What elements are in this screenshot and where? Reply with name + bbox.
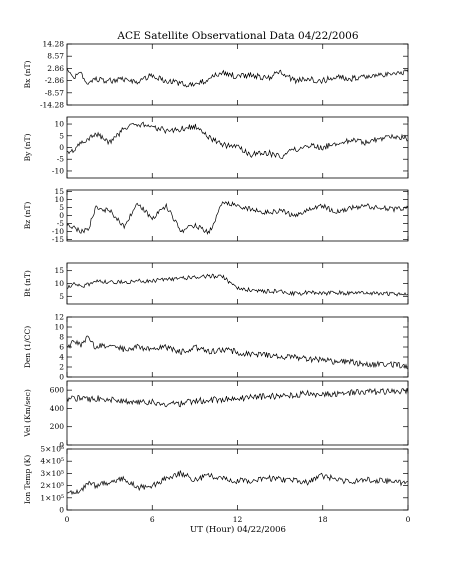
x-tick-label: 6 <box>150 515 155 524</box>
panel-frame <box>66 380 409 446</box>
y-tick-label: 6 <box>59 343 64 352</box>
y-tick-label: 0 <box>59 441 64 450</box>
y-tick-label: 15 <box>54 187 64 196</box>
data-series-line <box>66 68 409 88</box>
y-tick-label: 10 <box>54 195 64 204</box>
y-tick-label: 0 <box>59 506 64 515</box>
y-tick-label: 5 <box>59 203 64 212</box>
chart-panel: 14.28 8.57 2.86 -2.86 -8.57 -14.28 Bx (nT) <box>23 40 409 110</box>
y-tick-label: 8.57 <box>47 52 64 61</box>
y-axis-label: Bz (nT) <box>23 202 32 230</box>
y-tick-label: 1×10⁵ <box>40 493 64 502</box>
y-axis-label: By (nT) <box>23 134 32 162</box>
y-tick-label: -14.28 <box>40 101 64 110</box>
x-tick-label: 12 <box>233 515 243 524</box>
y-tick-label: -8.57 <box>45 88 64 97</box>
y-tick-label: -15 <box>52 235 64 244</box>
x-tick-label: 18 <box>318 515 328 524</box>
x-tick-label: 0 <box>406 515 411 524</box>
y-tick-label: -5 <box>57 219 65 228</box>
y-tick-label: 0 <box>59 143 64 152</box>
y-tick-label: -10 <box>52 166 64 175</box>
y-tick-label: -2.86 <box>45 76 64 85</box>
data-series-line <box>66 273 409 297</box>
y-tick-label: 5 <box>59 131 64 140</box>
x-tick-label: 0 <box>65 515 70 524</box>
chart-panel: 5×10⁵ 4×10⁵ 3×10⁵ 2×10⁵ 1×10⁵ 0 Ion Temp (K) 0 6… <box>23 445 411 525</box>
y-tick-label: 400 <box>50 404 65 413</box>
panel-frame <box>66 262 409 305</box>
y-tick-label: 14.28 <box>43 40 65 49</box>
y-axis-label: Ion Temp (K) <box>23 455 32 504</box>
y-tick-label: 8 <box>59 333 64 342</box>
y-tick-label: 0 <box>59 373 64 382</box>
data-series-line <box>66 200 409 235</box>
y-axis-label: Bt (nT) <box>23 270 32 297</box>
y-tick-label: 5 <box>59 292 64 301</box>
y-tick-label: 5×10⁵ <box>40 445 64 454</box>
chart-panel: 10 5 0 -5 -10 By (nT) <box>23 116 409 179</box>
y-axis-label: Den (1/CC) <box>23 326 32 368</box>
data-series-line <box>66 470 409 496</box>
y-axis-label: Bx (nT) <box>23 61 32 89</box>
panel-frame <box>66 189 409 242</box>
y-tick-label: 3×10⁵ <box>40 469 64 478</box>
y-tick-label: 4 <box>59 353 64 362</box>
y-tick-label: 10 <box>54 120 64 129</box>
y-tick-label: 600 <box>50 386 65 395</box>
y-tick-label: -5 <box>57 155 65 164</box>
y-tick-label: 2×10⁵ <box>40 481 64 490</box>
chart-panel: 15 10 5 Bt (nT) <box>23 262 409 305</box>
chart-title: ACE Satellite Observational Data 04/22/2… <box>116 30 358 42</box>
data-series-line <box>66 387 409 408</box>
data-series-line <box>66 335 409 370</box>
y-tick-label: 10 <box>54 279 64 288</box>
y-tick-label: 0 <box>59 211 64 220</box>
y-axis-label: Vel (Km/sec) <box>23 389 32 438</box>
y-tick-label: 2 <box>59 363 64 372</box>
y-tick-label: 200 <box>50 422 65 431</box>
y-tick-label: 12 <box>54 313 64 322</box>
y-tick-label: 2.86 <box>47 64 64 73</box>
chart-panel: 600 400 200 0 Vel (Km/sec) <box>23 380 409 450</box>
y-tick-label: -10 <box>52 227 64 236</box>
y-tick-label: 4×10⁵ <box>40 457 64 466</box>
y-tick-label: 10 <box>54 323 64 332</box>
x-axis-label: UT (Hour) 04/22/2006 <box>190 524 286 535</box>
y-tick-label: 15 <box>54 266 64 275</box>
panel-frame <box>66 43 409 106</box>
data-series-line <box>66 121 409 159</box>
panel-frame <box>66 116 409 179</box>
